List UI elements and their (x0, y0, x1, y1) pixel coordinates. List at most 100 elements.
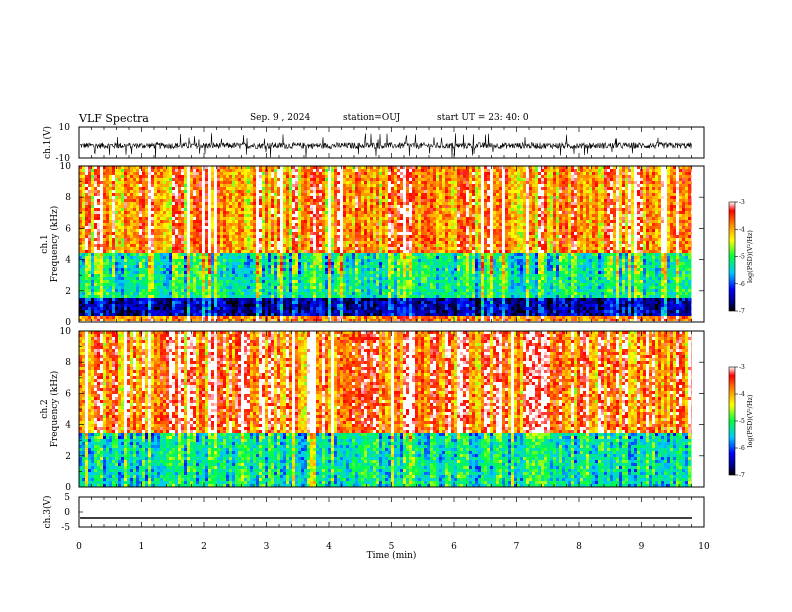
ch1-spectrogram-cell (355, 196, 358, 199)
ch1-spectrogram-cell (481, 181, 484, 184)
ch1-spectrogram-cell (142, 190, 145, 193)
ch1-spectrogram-cell (172, 217, 175, 220)
ch1-spectrogram-cell (295, 193, 298, 196)
ch1-spectrogram-cell (616, 169, 619, 172)
ch1-spectrogram-cell (310, 202, 313, 205)
ch1-spectrogram-cell (367, 172, 370, 175)
ch1-spectrogram-cell (424, 175, 427, 178)
ch1-spectrogram-cell (493, 232, 496, 235)
ch1-spectrogram-cell (373, 181, 376, 184)
ch1-spectrogram-cell (331, 172, 334, 175)
ch1-spectrogram-cell (127, 166, 130, 169)
ch1-spectrogram-cell (580, 166, 583, 169)
ch1-spectrogram-cell (325, 211, 328, 214)
ch1-spectrogram-cell (367, 175, 370, 178)
ch1-spectrogram-cell (370, 181, 373, 184)
ch1-spectrogram-cell (589, 187, 592, 190)
ch1-spectrogram-cell (109, 184, 112, 187)
ch1-spectrogram-cell (97, 166, 100, 169)
ch1-spectrogram-cell (673, 193, 676, 196)
ch1-spectrogram-cell (250, 193, 253, 196)
ch1-spectrogram-cell (547, 220, 550, 223)
ch1-spectrogram-cell (427, 178, 430, 181)
ch1-spectrogram-cell (178, 196, 181, 199)
ch1-spectrogram-cell (541, 208, 544, 211)
ch1-spectrogram-cell (133, 184, 136, 187)
ch1-spectrogram-cell (421, 169, 424, 172)
ch1-spectrogram-cell (682, 220, 685, 223)
ch1-spectrogram-cell (154, 205, 157, 208)
ch1-spectrogram-cell (271, 220, 274, 223)
ch1-spectrogram-cell (100, 181, 103, 184)
ch1-spectrogram-cell (577, 178, 580, 181)
ch1-spectrogram-cell (625, 220, 628, 223)
ch1-spectrogram-cell (514, 169, 517, 172)
ch1-spectrogram-cell (451, 220, 454, 223)
ch1-spectrogram-cell (517, 199, 520, 202)
ch1-spectrogram-cell (508, 184, 511, 187)
ch1-spectrogram-cell (577, 193, 580, 196)
ch1-spectrogram-cell (241, 193, 244, 196)
ch1-spectrogram-cell (517, 226, 520, 229)
ch1-spectrogram-cell (523, 217, 526, 220)
ch1-spectrogram-cell (202, 196, 205, 199)
ch1-spectrogram-cell (115, 202, 118, 205)
ch1-spectrogram-cell (292, 178, 295, 181)
ch1-spectrogram-cell (145, 211, 148, 214)
ch1-spectrogram-cell (472, 184, 475, 187)
ch1-spectrogram-cell (184, 226, 187, 229)
ch1-spectrogram-cell (112, 187, 115, 190)
ch1-spectrogram-cell (364, 193, 367, 196)
ch1-spectrogram-cell (394, 235, 397, 238)
ch1-spectrogram-cell (370, 226, 373, 229)
ch1-spectrogram-cell (394, 181, 397, 184)
ch1-spectrogram-cell (133, 172, 136, 175)
ch1-spectrogram-cell (355, 235, 358, 238)
ch1-spectrogram-cell (367, 169, 370, 172)
ch1-spectrogram-cell (250, 220, 253, 223)
ch1-spectrogram-cell (214, 226, 217, 229)
ch1-spectrogram-cell (592, 199, 595, 202)
ch1-spectrogram-cell (607, 178, 610, 181)
ch1-spectrogram-cell (385, 172, 388, 175)
ch1-spectrogram-cell (490, 205, 493, 208)
ch1-spectrogram-cell (268, 184, 271, 187)
ch1-spectrogram-cell (532, 196, 535, 199)
ch1-spectrogram-cell (220, 181, 223, 184)
ch1-spectrogram-cell (640, 208, 643, 211)
ch1-spectrogram-cell (349, 217, 352, 220)
ch1-spectrogram-cell (595, 226, 598, 229)
ch1-spectrogram-cell (388, 181, 391, 184)
ch1-spectrogram-cell (322, 205, 325, 208)
ch1-spectrogram-cell (568, 196, 571, 199)
ch1-spectrogram-cell (682, 178, 685, 181)
ch1-spectrogram-cell (238, 190, 241, 193)
ch1-spectrogram-cell (169, 202, 172, 205)
ch1-spectrogram-cell (385, 202, 388, 205)
ch1-spectrogram-cell (421, 172, 424, 175)
ch1-spectrogram-cell (460, 226, 463, 229)
ch1-spectrogram-cell (466, 229, 469, 232)
ch1-spectrogram-cell (85, 220, 88, 223)
ch1-spectrogram-cell (106, 214, 109, 217)
ch1-spectrogram-cell (121, 187, 124, 190)
ch1-spectrogram-cell (463, 223, 466, 226)
ch1-spectrogram-cell (517, 214, 520, 217)
ch1-spectrogram-cell (211, 184, 214, 187)
ch1-spectrogram-cell (235, 217, 238, 220)
ch1-spectrogram-cell (178, 211, 181, 214)
ch1-spectrogram-cell (451, 166, 454, 169)
ch1-spectrogram-cell (208, 220, 211, 223)
ch1-spectrogram-cell (559, 181, 562, 184)
ch1-spectrogram-cell (523, 175, 526, 178)
ch1-spectrogram-cell (574, 184, 577, 187)
ch1-spectrogram-cell (667, 211, 670, 214)
ch1-spectrogram-cell (532, 223, 535, 226)
ch1-spectrogram-cell (541, 220, 544, 223)
ch1-spectrogram-cell (583, 196, 586, 199)
ch1-spectrogram-cell (223, 181, 226, 184)
ch1-spectrogram-cell (178, 190, 181, 193)
ch1-spectrogram-cell (286, 211, 289, 214)
ch1-spectrogram-cell (220, 184, 223, 187)
ch1-spectrogram-cell (244, 211, 247, 214)
